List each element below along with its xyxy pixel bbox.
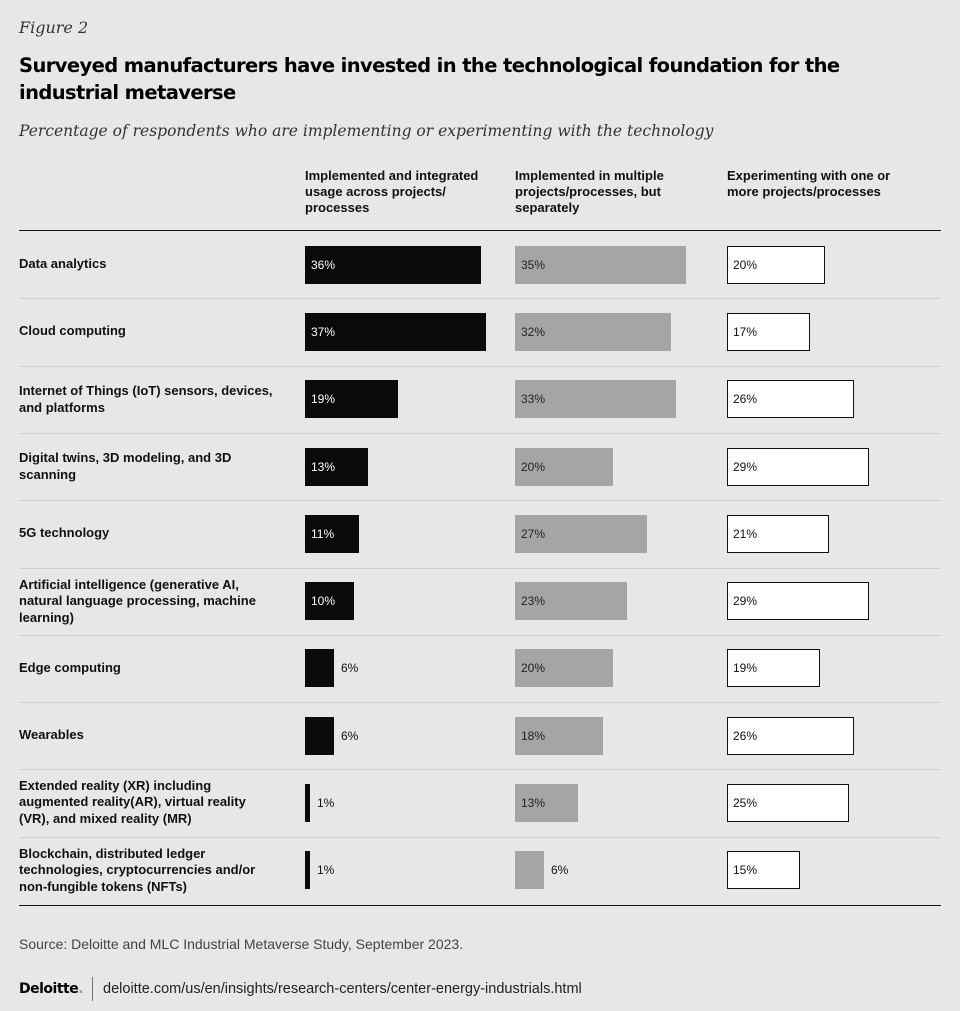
- row-label: 5G technology: [19, 525, 110, 541]
- data-label-series2: 33%: [521, 392, 546, 406]
- bar-series2: [515, 851, 544, 889]
- data-label-series2: 35%: [521, 258, 546, 272]
- data-label-series3: 26%: [733, 392, 758, 406]
- row-separator: [19, 500, 941, 501]
- data-label-series3: 20%: [733, 258, 758, 272]
- data-label-series2: 20%: [521, 661, 546, 675]
- data-label-series3: 15%: [733, 863, 758, 877]
- row-separator: [19, 837, 941, 838]
- data-label-series3: 29%: [733, 594, 758, 608]
- row-separator: [19, 298, 941, 299]
- bar-series2: [515, 649, 613, 687]
- row-separator: [19, 635, 941, 636]
- bar-series3: [727, 784, 849, 822]
- row-label: Edge computing: [19, 660, 121, 676]
- bottom-rule: [19, 905, 941, 906]
- bar-series3: [727, 582, 869, 620]
- row-separator: [19, 769, 941, 770]
- bar-series1: [305, 313, 486, 351]
- footer: Deloitte. deloitte.com/us/en/insights/re…: [19, 976, 582, 1002]
- row-label: Digital twins, 3D modeling, and 3D scann…: [19, 450, 232, 482]
- data-label-series1: 36%: [311, 258, 336, 272]
- bar-series2: [515, 784, 578, 822]
- data-label-series2: 18%: [521, 729, 546, 743]
- footer-divider: [92, 977, 94, 1001]
- bar-series1: [305, 784, 310, 822]
- bar-series3: [727, 313, 810, 351]
- bar-series3: [727, 649, 820, 687]
- row-label: Internet of Things (IoT) sensors, device…: [19, 383, 273, 415]
- bar-series1: [305, 515, 359, 553]
- bar-series1: [305, 851, 310, 889]
- bar-series1: [305, 246, 481, 284]
- data-label-series1: 37%: [311, 325, 336, 339]
- data-label-series3: 29%: [733, 460, 758, 474]
- bar-series3: [727, 851, 800, 889]
- row-separator: [19, 568, 941, 569]
- data-label-series1: 13%: [311, 460, 336, 474]
- data-label-series3: 25%: [733, 796, 758, 810]
- data-label-series2: 23%: [521, 594, 546, 608]
- data-label-series2: 27%: [521, 527, 546, 541]
- data-label-series3: 21%: [733, 527, 758, 541]
- row-separator: [19, 366, 941, 367]
- bar-series2: [515, 380, 676, 418]
- footer-url: deloitte.com/us/en/insights/research-cen…: [103, 981, 582, 997]
- bar-series3: [727, 515, 829, 553]
- bar-series1: [305, 380, 398, 418]
- row-separator: [19, 433, 941, 434]
- bar-series1: [305, 717, 334, 755]
- chart-subtitle: Percentage of respondents who are implem…: [19, 122, 714, 140]
- figure-label: Figure 2: [19, 18, 89, 37]
- data-label-series3: 19%: [733, 661, 758, 675]
- bar-series3: [727, 717, 854, 755]
- bar-series2: [515, 717, 603, 755]
- bar-series2: [515, 448, 613, 486]
- chart-title: Surveyed manufacturers have invested in …: [19, 54, 840, 104]
- column-header-1: Implemented and integrated usage across …: [305, 168, 479, 215]
- bar-series2: [515, 515, 647, 553]
- data-label-series2: 6%: [551, 863, 569, 877]
- data-label-series2: 20%: [521, 460, 546, 474]
- data-label-series1: 1%: [317, 796, 335, 810]
- deloitte-logo: Deloitte.: [19, 981, 84, 997]
- bar-series3: [727, 448, 869, 486]
- bar-series1: [305, 649, 334, 687]
- header-rule: [19, 230, 941, 231]
- row-label: Data analytics: [19, 256, 107, 272]
- data-label-series1: 1%: [317, 863, 335, 877]
- row-label: Artificial intelligence (generative AI, …: [19, 576, 256, 625]
- data-label-series1: 6%: [341, 729, 359, 743]
- bar-series3: [727, 246, 825, 284]
- bar-series2: [515, 582, 627, 620]
- data-label-series2: 32%: [521, 325, 546, 339]
- data-label-series2: 13%: [521, 796, 546, 810]
- data-label-series3: 17%: [733, 325, 758, 339]
- row-label: Blockchain, distributed ledger technolog…: [19, 845, 256, 894]
- bar-series3: [727, 380, 854, 418]
- data-label-series1: 6%: [341, 661, 359, 675]
- source-note: Source: Deloitte and MLC Industrial Meta…: [19, 936, 464, 952]
- column-header-2: Implemented in multiple projects/process…: [515, 168, 664, 215]
- data-label-series1: 10%: [311, 594, 336, 608]
- row-label: Extended reality (XR) including augmente…: [19, 777, 246, 826]
- row-separator: [19, 702, 941, 703]
- row-label: Cloud computing: [19, 323, 126, 339]
- bar-series2: [515, 246, 686, 284]
- data-label-series1: 19%: [311, 392, 336, 406]
- bar-series1: [305, 582, 354, 620]
- column-header-3: Experimenting with one or more projects/…: [727, 168, 891, 199]
- row-label: Wearables: [19, 727, 84, 743]
- data-label-series1: 11%: [311, 527, 335, 541]
- bar-series2: [515, 313, 671, 351]
- bar-series1: [305, 448, 368, 486]
- data-label-series3: 26%: [733, 729, 758, 743]
